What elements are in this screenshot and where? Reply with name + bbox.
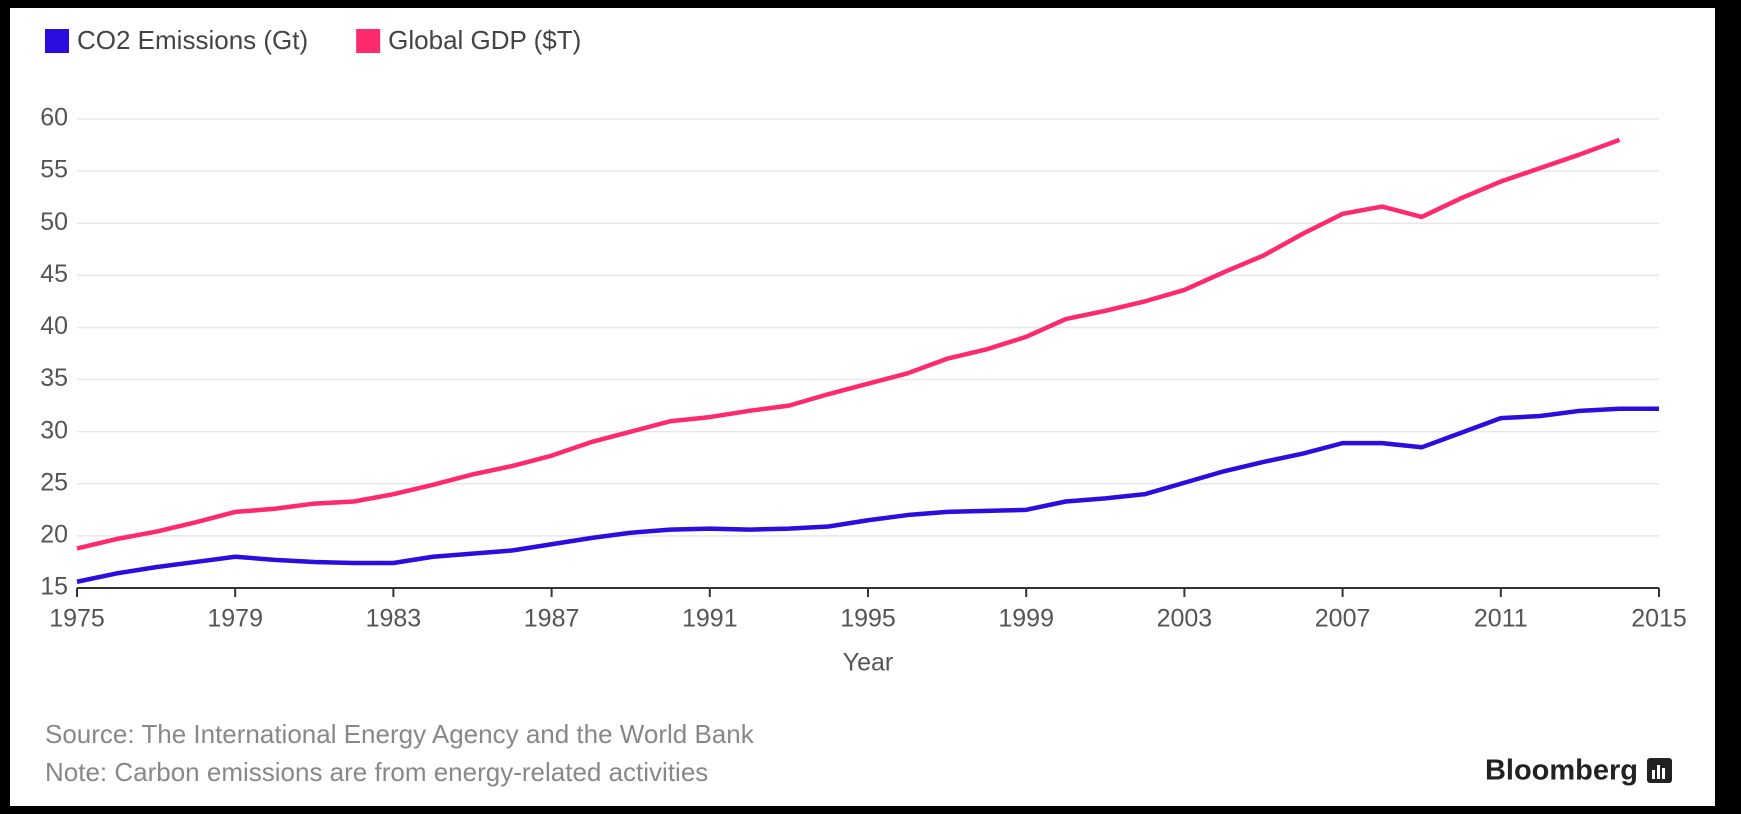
y-tick-label: 40 <box>40 312 68 340</box>
x-tick-label: 1995 <box>840 605 896 633</box>
y-tick-label: 60 <box>40 104 68 132</box>
legend-label: CO2 Emissions (Gt) <box>77 25 308 55</box>
source-note: Source: The International Energy Agency … <box>45 719 755 749</box>
y-tick-label: 50 <box>40 208 68 236</box>
x-tick-label: 1991 <box>682 605 738 633</box>
y-tick-label: 30 <box>40 416 68 444</box>
x-tick-label: 1983 <box>366 605 422 633</box>
y-tick-label: 20 <box>40 520 68 548</box>
x-tick-label: 2003 <box>1157 605 1213 633</box>
x-tick-label: 1999 <box>998 605 1054 633</box>
x-tick-label: 1979 <box>207 605 263 633</box>
series-line <box>76 137 1621 551</box>
chart-background <box>10 8 1715 806</box>
x-tick-label: 2011 <box>1474 605 1528 633</box>
y-tick-label: 25 <box>40 468 68 496</box>
x-tick-label: 2007 <box>1315 605 1371 633</box>
x-tick-label: 1987 <box>524 605 580 633</box>
legend-label: Global GDP ($T) <box>388 25 581 55</box>
brand-logo: Bloomberg <box>1485 755 1638 787</box>
x-tick-label: 1975 <box>49 605 105 633</box>
brand-icon <box>1647 758 1672 783</box>
series-line <box>76 406 1659 584</box>
note: Note: Carbon emissions are from energy-r… <box>45 757 708 787</box>
x-tick-label: 2015 <box>1631 605 1687 633</box>
y-tick-label: 55 <box>40 156 68 184</box>
legend-swatch <box>45 29 69 53</box>
y-tick-label: 45 <box>40 260 68 288</box>
y-tick-label: 15 <box>40 573 68 601</box>
y-tick-label: 35 <box>40 364 68 392</box>
legend-swatch <box>356 29 381 53</box>
x-axis-label: Year <box>843 649 894 677</box>
